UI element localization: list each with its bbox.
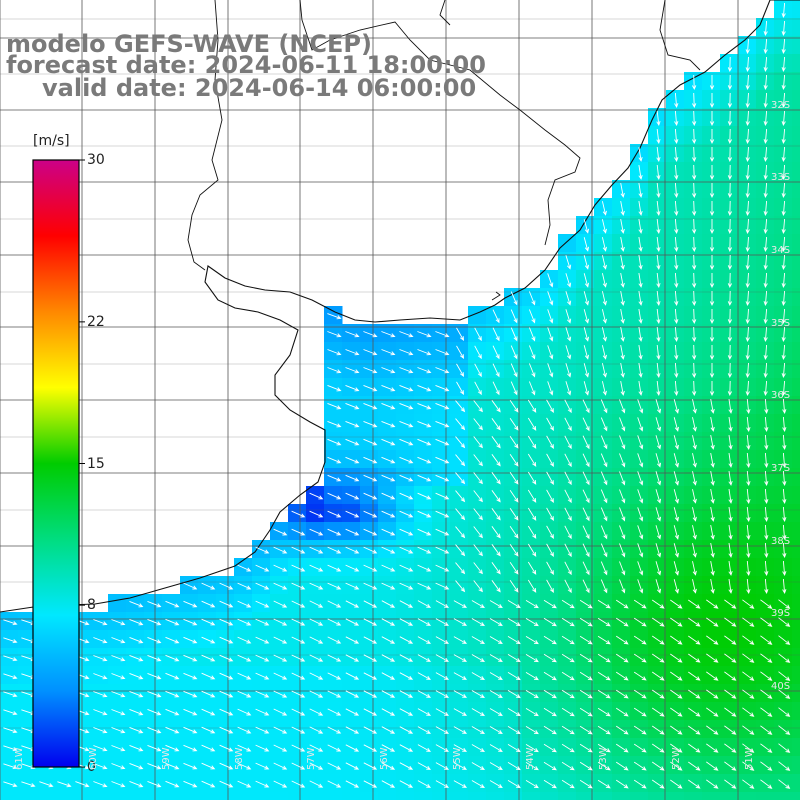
colorbar-tick-label: 30	[87, 152, 105, 168]
latitude-label: 32S	[771, 100, 791, 111]
longitude-label: 52W	[671, 747, 682, 770]
colorbar-unit: [m/s]	[33, 133, 70, 149]
forecast-date: forecast date: 2024-06-11 18:00:00	[6, 51, 486, 79]
latitude-label: 35S	[771, 318, 791, 329]
longitude-label: 57W	[306, 747, 317, 770]
longitude-label: 60W	[88, 747, 99, 770]
longitude-label: 56W	[379, 747, 390, 770]
latitude-label: 36S	[771, 390, 791, 401]
coastline	[0, 0, 800, 613]
longitude-label: 58W	[234, 747, 245, 770]
latitude-label: 33S	[771, 172, 791, 183]
longitude-label: 55W	[452, 747, 463, 770]
colorbar-tick-label: 15	[87, 455, 105, 472]
model-title: modelo GEFS-WAVE (NCEP)	[6, 30, 372, 58]
colorbar-tick-label: 0	[87, 759, 96, 775]
longitude-label: 53W	[598, 747, 609, 770]
latitude-label: 40S	[771, 681, 791, 692]
longitude-label: 54W	[525, 747, 536, 770]
longitude-label: 51W	[744, 747, 755, 770]
colorbar-tick-label: 8	[87, 597, 96, 614]
latitude-label: 39S	[771, 608, 791, 619]
longitude-label: 61W	[14, 747, 25, 770]
colorbar-tick-label: 22	[87, 313, 105, 330]
latitude-label: 34S	[771, 245, 791, 256]
colorbar	[32, 159, 85, 768]
valid-date: valid date: 2024-06-14 06:00:00	[42, 74, 477, 102]
longitude-label: 59W	[161, 747, 172, 770]
latitude-label: 38S	[771, 536, 791, 547]
latitude-label: 37S	[771, 463, 791, 474]
